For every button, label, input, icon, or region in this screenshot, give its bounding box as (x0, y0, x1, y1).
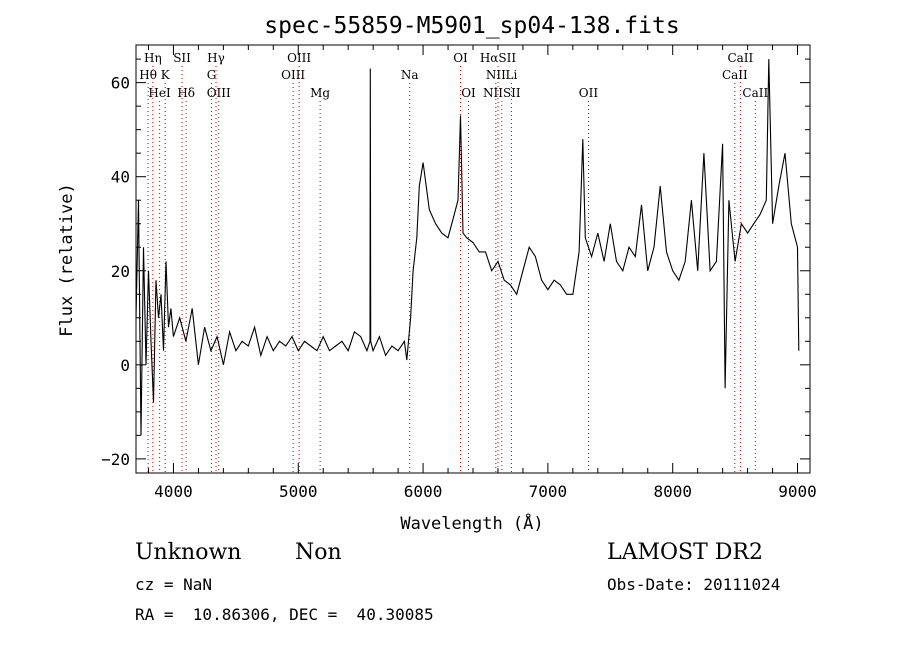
y-tick-label: 60 (111, 74, 130, 93)
line-marker-label: HeI (148, 86, 171, 100)
x-tick-label: 9000 (778, 482, 817, 501)
line-marker-label: Hη (144, 51, 162, 65)
line-marker-label: K (161, 68, 171, 82)
x-tick-label: 8000 (653, 482, 692, 501)
survey-name: LAMOST DR2 (607, 540, 763, 565)
line-marker-label: G (207, 68, 217, 82)
line-marker-label: HαSII (480, 51, 517, 65)
line-marker-label: Na (401, 68, 419, 82)
obs-date: Obs-Date: 20111024 (607, 575, 781, 594)
line-marker-label: OIII (287, 51, 311, 65)
line-marker-label: Li (506, 68, 518, 82)
y-tick-label: 0 (120, 356, 130, 375)
line-marker-label: Hγ (207, 51, 225, 65)
y-axis-label: Flux (relative) (57, 183, 77, 337)
x-tick-label: 4000 (154, 482, 193, 501)
spectrum-chart: spec-55859-M5901_sp04-138.fits Hη Hθ HeI SI… (57, 13, 817, 534)
line-marker-label: CaII (722, 68, 748, 82)
line-marker-label: NIISII (483, 86, 521, 100)
line-marker-label: NII (486, 68, 506, 82)
chart-title: spec-55859-M5901_sp04-138.fits (264, 13, 679, 39)
y-tick-label: 40 (111, 168, 130, 187)
line-marker-label: Mg (310, 86, 330, 100)
x-tick-label: 6000 (404, 482, 443, 501)
line-marker-label: OIII (207, 86, 231, 100)
line-marker-label: OI (461, 86, 476, 100)
line-marker-label: OIII (281, 68, 305, 82)
x-tick-label: 5000 (279, 482, 318, 501)
redshift-cz: cz = NaN (135, 575, 213, 594)
line-marker-label: Hθ (139, 68, 157, 82)
spectrum-series-line (135, 59, 800, 436)
line-marker-label: OI (453, 51, 468, 65)
x-tick-label: 7000 (529, 482, 568, 501)
plot-frame (135, 44, 811, 474)
y-tick-label: −20 (101, 450, 130, 469)
coordinates: RA = 10.86306, DEC = 40.30085 (135, 605, 434, 624)
object-subclass: Non (295, 540, 342, 565)
x-axis-label: Wavelength (Å) (400, 512, 543, 534)
line-marker-label: CaII (742, 86, 768, 100)
object-class: Unknown (135, 540, 242, 565)
line-marker-label: OII (579, 86, 599, 100)
axis-ticks: 4000 5000 6000 7000 8000 9000 −20 0 20 40 60 (101, 45, 817, 501)
line-marker-label: Hδ (177, 86, 195, 100)
line-marker-label: SII (173, 51, 191, 65)
line-marker-label: CaII (727, 51, 753, 65)
y-tick-label: 20 (111, 262, 130, 281)
